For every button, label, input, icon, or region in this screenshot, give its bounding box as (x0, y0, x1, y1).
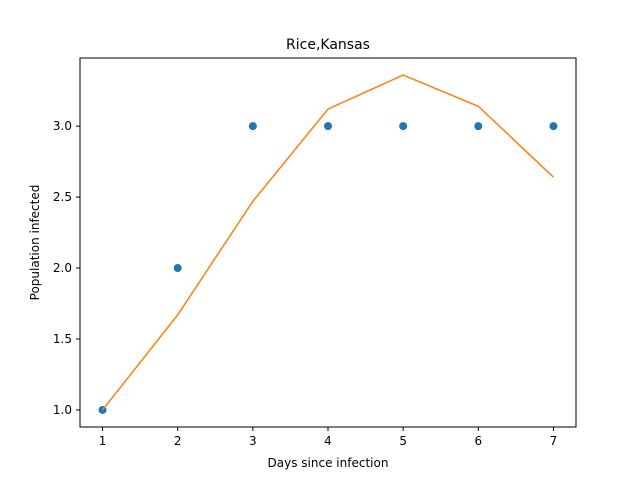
y-axis-label: Population infected (28, 185, 42, 301)
x-tick-label: 3 (249, 434, 257, 448)
x-tick-label: 6 (474, 434, 482, 448)
y-tick-label: 1.5 (53, 332, 72, 346)
axes-frame (79, 57, 577, 428)
x-tick-label: 5 (399, 434, 407, 448)
x-tick-label: 1 (99, 434, 107, 448)
x-tick-label: 2 (174, 434, 182, 448)
data-point (549, 122, 558, 131)
y-tick-label: 1.0 (53, 403, 72, 417)
y-tick-label: 2.5 (53, 190, 72, 204)
data-point (248, 122, 257, 131)
data-point (324, 122, 332, 131)
x-axis-label: Days since infection (268, 456, 389, 470)
y-tick-label: 2.0 (53, 261, 72, 275)
data-point (173, 264, 182, 273)
data-point (474, 122, 483, 131)
series-line (101, 74, 554, 411)
y-tick-label: 3.0 (53, 119, 72, 133)
data-point (399, 122, 408, 131)
y-axis: 1.0 1.5 2.0 2.5 3.0 (53, 119, 80, 417)
series-layer (98, 74, 558, 414)
x-tick-label: 7 (550, 434, 558, 448)
x-axis: 1 2 3 4 5 6 7 (99, 427, 558, 448)
chart-title: Rice,Kansas (286, 37, 370, 53)
x-tick-label: 4 (324, 434, 332, 448)
